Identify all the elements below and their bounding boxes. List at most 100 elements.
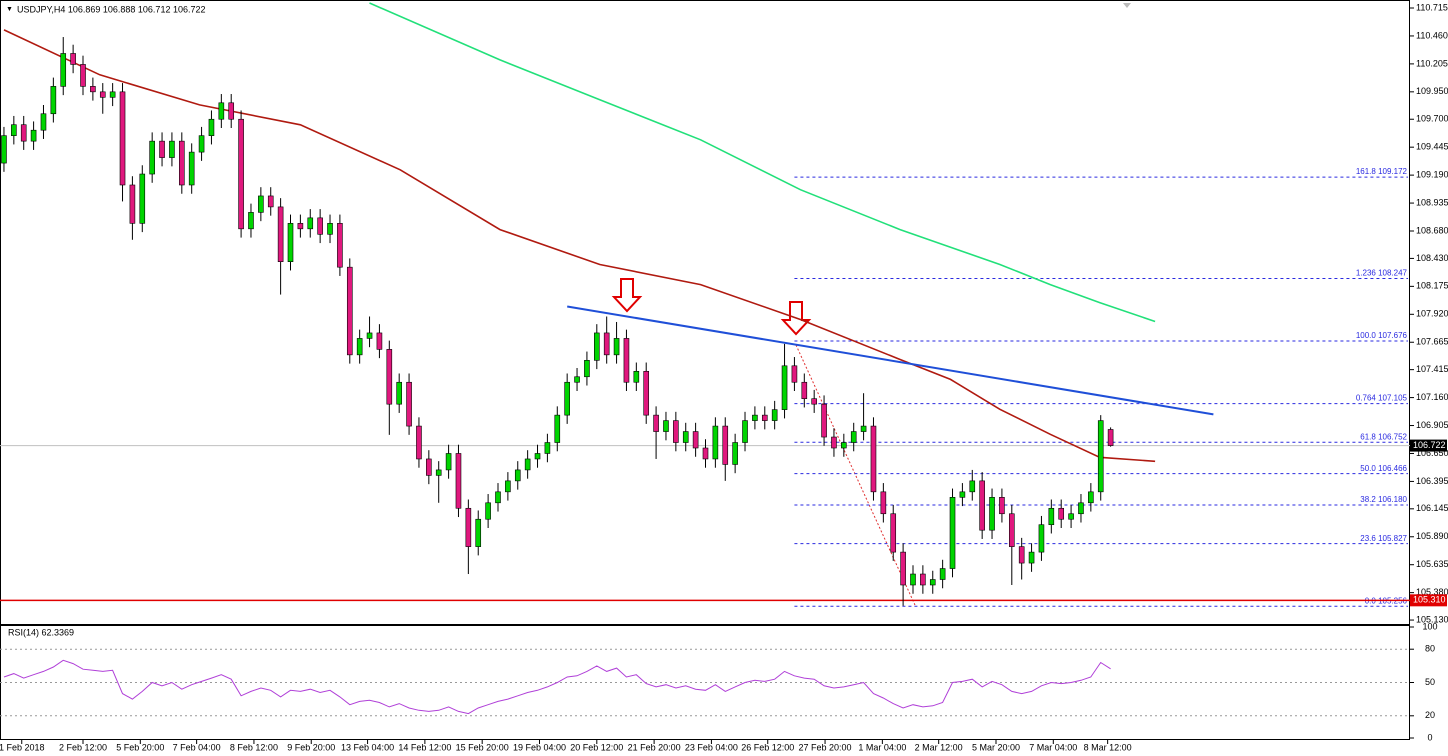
y-tick-label: 110.205 — [1416, 58, 1448, 68]
candle-body — [603, 332, 610, 356]
trendline — [567, 305, 1214, 416]
rsi-label: RSI(14) 62.3369 — [8, 627, 74, 637]
fib-label: 1.236 108.247 — [1356, 269, 1408, 278]
candle-body — [376, 332, 383, 350]
x-tick-label: 8 Feb 12:00 — [230, 742, 278, 752]
y-tick-label: 109.445 — [1416, 142, 1448, 152]
fib-label: 23.6 105.827 — [1360, 534, 1407, 543]
y-tick-label: 109.700 — [1416, 114, 1448, 124]
candle-body — [20, 124, 27, 142]
candle-body — [30, 129, 37, 142]
candle-body — [969, 480, 976, 493]
candle-body — [80, 64, 86, 87]
candle-body — [317, 217, 323, 235]
candle-body — [346, 266, 353, 356]
candle-body — [623, 338, 630, 383]
rsi-tick-label: 20 — [1425, 710, 1435, 720]
candle-body — [702, 447, 709, 460]
x-tick-label: 7 Mar 04:00 — [1029, 742, 1077, 752]
candle-body — [801, 381, 808, 399]
x-tick-label: 20 Feb 12:00 — [570, 742, 623, 752]
y-tick-label: 108.175 — [1416, 281, 1448, 291]
candle-body — [564, 381, 570, 416]
fib-label: 38.2 106.180 — [1360, 495, 1407, 504]
rsi-tick-label: 0 — [1427, 732, 1432, 742]
candle-body — [90, 86, 96, 93]
y-tick-label: 110.715 — [1416, 2, 1448, 12]
candle-body — [594, 332, 600, 361]
x-tick-label: 8 Mar 12:00 — [1084, 742, 1132, 752]
candle-body — [752, 414, 758, 421]
y-tick-label: 107.665 — [1416, 337, 1448, 347]
candle-body — [742, 420, 748, 443]
candle-body — [663, 420, 669, 432]
candle-body — [445, 453, 452, 471]
candle-body — [989, 497, 995, 531]
y-tick-label: 105.635 — [1416, 559, 1448, 569]
candle-body — [841, 442, 847, 449]
y-tick-label: 105.130 — [1416, 614, 1448, 624]
y-tick-label: 108.680 — [1416, 225, 1448, 235]
candle-body — [821, 403, 827, 438]
candle-body — [426, 458, 432, 476]
candle-body — [99, 91, 106, 98]
x-tick-label: 2 Feb 12:00 — [59, 742, 107, 752]
candle-body — [900, 551, 906, 586]
chart-title: USDJPY,H4 106.869 106.888 106.712 106.72… — [17, 4, 206, 14]
rsi-tick-label: 50 — [1425, 677, 1435, 687]
candle-body — [1038, 524, 1045, 553]
y-tick-label: 106.395 — [1416, 476, 1448, 486]
candle-body — [465, 507, 472, 547]
candle-body — [880, 491, 887, 515]
rsi-tick-label: 80 — [1425, 644, 1435, 654]
candle-body — [435, 469, 442, 476]
support-price-label: 105.310 — [1413, 595, 1446, 605]
candle-body — [920, 573, 926, 586]
fib-label: 161.8 109.172 — [1356, 167, 1408, 176]
candle-body — [455, 453, 462, 509]
candle-body — [356, 338, 363, 356]
candle-body — [850, 431, 857, 443]
x-tick-label: 9 Feb 20:00 — [287, 742, 335, 752]
candle-body — [218, 102, 225, 120]
candle-body — [1068, 513, 1074, 520]
candle-body — [1058, 507, 1065, 520]
candle-body — [238, 118, 244, 230]
candle-body — [287, 223, 294, 262]
candle-body — [495, 491, 501, 504]
y-tick-label: 107.920 — [1416, 309, 1448, 319]
y-tick-label: 107.415 — [1416, 364, 1448, 374]
current-price-label: 106.722 — [1413, 440, 1446, 450]
x-tick-label: 15 Feb 20:00 — [456, 742, 509, 752]
candle-body — [70, 53, 76, 65]
candle-body — [119, 91, 126, 186]
candle-body — [416, 425, 422, 460]
scroll-marker — [1123, 3, 1131, 8]
candle-body — [673, 420, 679, 443]
candle-body — [258, 195, 264, 213]
candle-body — [722, 425, 729, 465]
candle-body — [929, 579, 936, 586]
candle-body — [890, 513, 897, 553]
candle-body — [188, 151, 195, 186]
candle-body — [979, 480, 985, 531]
y-tick-label: 109.950 — [1416, 86, 1448, 96]
y-tick-label: 109.190 — [1416, 169, 1448, 179]
candle-body — [1028, 551, 1035, 564]
candle-body — [337, 223, 343, 268]
candle-body — [248, 212, 254, 230]
x-tick-label: 7 Feb 04:00 — [173, 742, 221, 752]
candle-body — [1097, 420, 1104, 493]
candle-body — [732, 442, 738, 465]
candle-body — [60, 53, 67, 87]
support-price-box — [1410, 594, 1447, 607]
y-tick-label: 105.890 — [1416, 531, 1448, 541]
candle-body — [761, 414, 768, 421]
candle-body — [1078, 502, 1084, 515]
candle-body — [544, 442, 551, 454]
rsi-line — [3, 659, 1111, 715]
x-tick-label: 13 Feb 04:00 — [341, 742, 394, 752]
candle-body — [307, 217, 314, 230]
